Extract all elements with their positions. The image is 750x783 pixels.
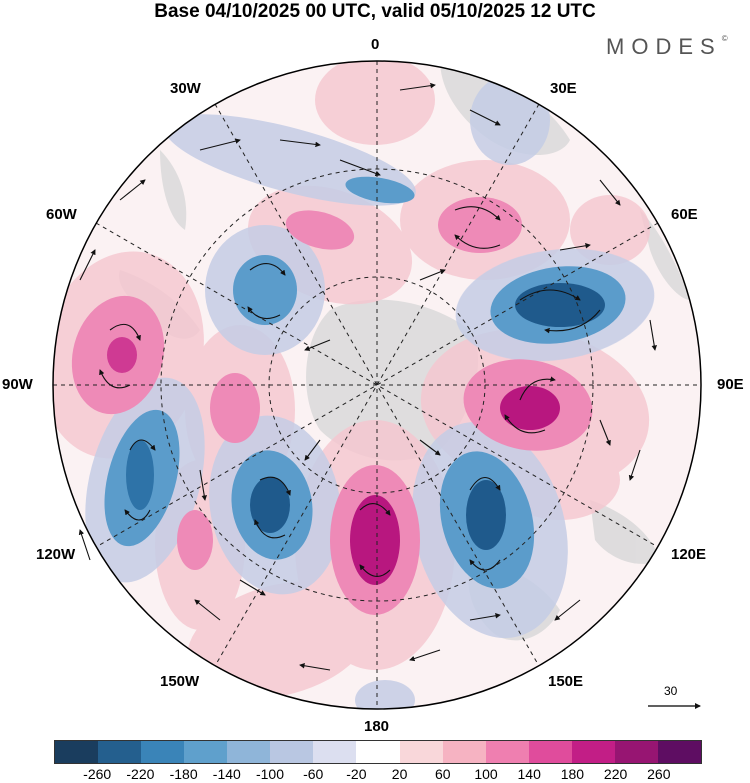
lon-label-60w: 60W [46, 206, 77, 223]
lon-label-90w: 90W [2, 376, 33, 393]
colorbar [54, 740, 702, 764]
copyright-icon: © [721, 34, 728, 43]
graticule [53, 61, 701, 709]
colorbar-swatch [270, 741, 314, 763]
lon-label-120e: 120E [671, 546, 707, 563]
colorbar-tick-label: -260 [83, 766, 112, 782]
reference-vector-label: 30 [664, 684, 678, 698]
colorbar-tick-label: 180 [560, 766, 585, 782]
wind-vectors [78, 82, 657, 671]
colorbar-swatch [98, 741, 142, 763]
lon-label-120w: 120W [36, 546, 76, 563]
colorbar-swatch [485, 741, 529, 763]
lon-label-30e: 30E [550, 80, 577, 97]
colorbar-tick-label: -180 [169, 766, 198, 782]
colorbar-swatch [184, 741, 228, 763]
colorbar-tick-label: -60 [303, 766, 324, 782]
colorbar-swatch [313, 741, 357, 763]
colorbar-swatch [227, 741, 271, 763]
lon-label-180: 180 [364, 718, 390, 735]
brand-name: MODES [606, 34, 722, 59]
colorbar-swatch [614, 741, 658, 763]
lon-label-150w: 150W [160, 673, 200, 690]
colorbar-swatch [399, 741, 443, 763]
colorbar-swatch [528, 741, 572, 763]
colorbar-tick-label: -220 [126, 766, 155, 782]
colorbar-tick-label: 140 [517, 766, 541, 782]
colorbar-swatch [55, 741, 99, 763]
colorbar-swatch [141, 741, 185, 763]
colorbar-tick-label: 220 [603, 766, 628, 782]
map-boundary [52, 60, 702, 710]
colorbar-tick-label: 100 [474, 766, 498, 782]
colorbar-swatch [356, 741, 400, 763]
chart-title: Base 04/10/2025 00 UTC, valid 05/10/2025… [154, 1, 596, 22]
colorbar-swatch [442, 741, 486, 763]
colorbar-tick-label: 20 [391, 766, 408, 782]
lon-label-30w: 30W [170, 80, 201, 97]
colorbar-swatch [571, 741, 615, 763]
lon-label-90e: 90E [717, 376, 744, 393]
strong-centres [107, 283, 605, 585]
modes-logo: MODES© [606, 34, 728, 60]
colorbar-swatch [657, 741, 701, 763]
colorbar-tick-label: -20 [346, 766, 367, 782]
lon-label-0: 0 [371, 36, 380, 53]
lon-label-60e: 60E [671, 206, 698, 223]
lon-label-150e: 150E [548, 673, 584, 690]
colorbar-tick-label: -140 [212, 766, 241, 782]
colorbar-tick-label: 60 [435, 766, 451, 782]
colorbar-tick-label: -100 [255, 766, 285, 782]
colorbar-tick-label: 260 [647, 766, 671, 782]
anomaly-field [53, 61, 701, 709]
